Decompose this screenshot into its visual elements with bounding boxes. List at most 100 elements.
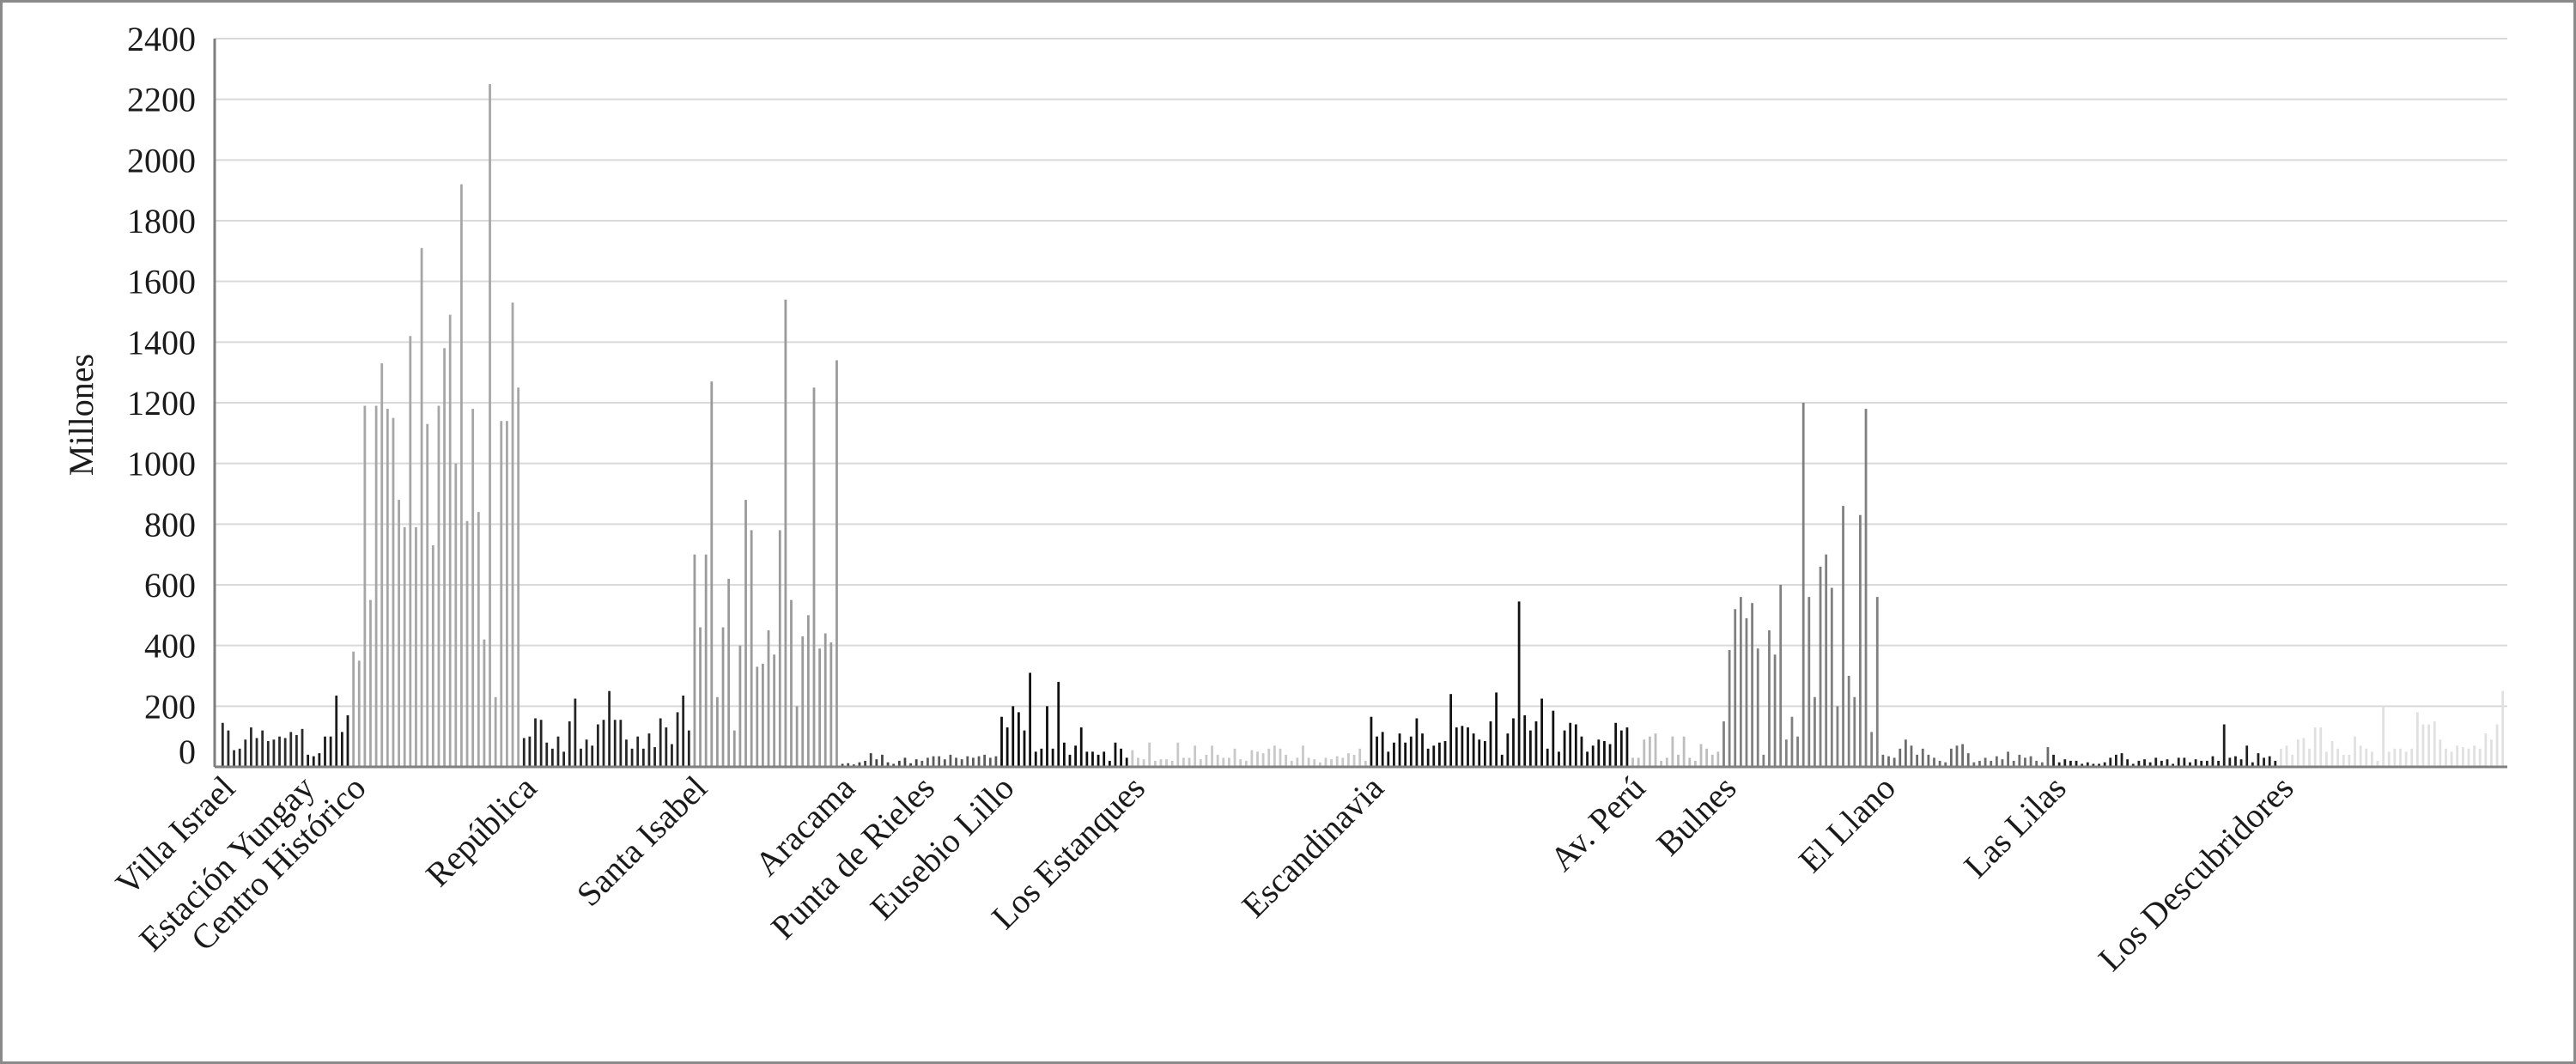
bar — [1905, 739, 1907, 767]
bar — [1819, 566, 1822, 767]
bar — [1261, 753, 1265, 767]
bar — [1586, 751, 1589, 767]
bar — [750, 530, 753, 767]
bar — [2177, 757, 2180, 767]
bar — [1227, 757, 1230, 767]
bar — [914, 759, 918, 767]
bar — [1569, 722, 1572, 767]
bar — [1159, 759, 1163, 767]
bar — [1801, 403, 1805, 767]
bar — [1859, 514, 1862, 767]
bar — [1131, 750, 1134, 767]
bar — [2092, 763, 2095, 767]
x-category-label: Las Lilas — [1956, 769, 2073, 885]
bar — [335, 695, 338, 767]
bar — [534, 718, 537, 767]
bar — [528, 736, 532, 767]
bar — [613, 720, 617, 767]
bar — [2427, 724, 2430, 767]
bar — [687, 730, 690, 767]
bar — [1068, 754, 1072, 767]
bar — [875, 759, 878, 767]
bar — [2211, 756, 2215, 767]
bar — [255, 738, 258, 767]
bar — [1881, 754, 1885, 767]
bar — [1643, 739, 1646, 767]
bar — [1614, 722, 1618, 767]
bar — [806, 615, 810, 767]
bar — [562, 751, 566, 767]
bar — [233, 750, 235, 767]
bar — [1540, 698, 1543, 767]
bar — [1062, 742, 1066, 767]
bar — [1944, 762, 1947, 767]
bar — [2040, 762, 2044, 767]
bar — [858, 762, 861, 767]
bar — [1398, 733, 1401, 767]
bar — [2239, 759, 2243, 767]
bar — [2063, 759, 2067, 767]
bar — [2325, 751, 2328, 767]
bar — [585, 739, 588, 767]
bar — [927, 757, 929, 767]
bar — [398, 500, 400, 767]
bar — [591, 745, 594, 767]
bar — [1091, 751, 1094, 767]
y-tick-label: 2000 — [127, 141, 196, 179]
bar — [2046, 747, 2050, 767]
bar — [1580, 736, 1583, 767]
bar — [506, 421, 508, 767]
bar — [1489, 721, 1492, 767]
bar — [829, 642, 833, 767]
bar — [2189, 762, 2191, 767]
bar — [1654, 733, 1657, 767]
bar — [1637, 757, 1640, 767]
bar — [1745, 617, 1748, 767]
bar — [1597, 739, 1601, 767]
bar — [1751, 603, 1753, 767]
bar — [1335, 756, 1339, 767]
axes — [213, 39, 2507, 769]
bar — [1552, 710, 1555, 767]
bar — [756, 666, 759, 767]
bar — [1170, 760, 1174, 767]
bar — [2501, 690, 2505, 767]
bar — [1995, 756, 1998, 767]
bar — [1734, 609, 1737, 767]
bar — [1671, 736, 1674, 767]
bar — [500, 421, 503, 767]
bar — [1773, 654, 1777, 767]
bar — [2399, 748, 2402, 767]
grid-lines — [215, 38, 2507, 708]
bar — [1012, 706, 1015, 767]
bar — [1409, 736, 1413, 767]
bar — [988, 757, 992, 767]
bar — [2291, 754, 2294, 767]
bar — [1079, 727, 1083, 767]
bar — [340, 732, 343, 767]
bar — [784, 299, 787, 767]
bar — [574, 698, 577, 767]
bar — [1705, 748, 1709, 767]
bar — [2081, 763, 2084, 767]
bar — [1966, 753, 1970, 767]
bar — [1517, 601, 1521, 767]
bar — [1467, 727, 1469, 767]
bar — [710, 381, 714, 767]
y-tick-labels: 0 200 400 600 800 1000 1200 1400 1600 1800 2000 220… — [127, 20, 196, 771]
bar — [1176, 742, 1180, 767]
bar — [2007, 751, 2009, 767]
bar — [738, 645, 742, 767]
bar — [448, 314, 452, 767]
x-category-label: Bulnes — [1649, 769, 1743, 863]
bar — [471, 409, 475, 767]
bar — [2205, 760, 2208, 767]
bar — [2365, 748, 2368, 767]
bar — [1927, 754, 1930, 767]
bar — [1500, 754, 1504, 767]
bar — [522, 738, 526, 767]
bar — [1029, 672, 1032, 767]
bar — [283, 738, 287, 767]
bar — [1625, 727, 1629, 767]
bar — [2024, 757, 2026, 767]
